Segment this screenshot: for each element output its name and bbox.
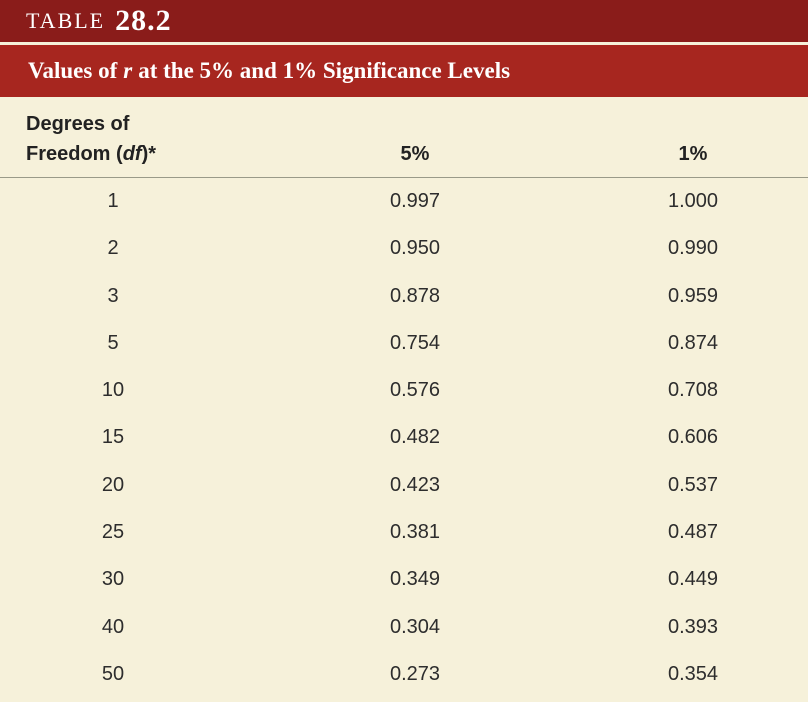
table-row: 25 0.381 0.487 bbox=[0, 509, 808, 556]
table-row: 40 0.304 0.393 bbox=[0, 604, 808, 651]
table-cell: 0.273 bbox=[389, 662, 441, 685]
table-cell: 25 bbox=[101, 521, 125, 544]
table-label-bar: TABLE 28.2 bbox=[0, 0, 808, 42]
table-row: 30 0.349 0.449 bbox=[0, 556, 808, 603]
table-cell: 0.959 bbox=[667, 284, 719, 307]
table-cell: 0.997 bbox=[389, 190, 441, 212]
table-cell: 3 bbox=[107, 284, 119, 307]
table-row: 10 0.576 0.708 bbox=[0, 367, 808, 414]
column-header: Degrees of bbox=[26, 113, 130, 135]
table-cell: 0.423 bbox=[389, 473, 441, 496]
table-cell: 0.950 bbox=[389, 237, 441, 260]
subtitle-symbol: r bbox=[123, 58, 133, 83]
table-cell: 2 bbox=[107, 237, 119, 260]
subtitle-bar: Values of r at the 5% and 1% Significanc… bbox=[0, 45, 808, 97]
table-row: 2 0.950 0.990 bbox=[0, 225, 808, 272]
table-cell: 40 bbox=[101, 615, 125, 638]
table-row: 5 0.754 0.874 bbox=[0, 320, 808, 367]
column-header: )* bbox=[141, 143, 157, 165]
table-label: TABLE bbox=[26, 8, 106, 33]
table-row: 1 0.997 1.000 bbox=[0, 178, 808, 225]
table-cell: 0.393 bbox=[667, 615, 719, 638]
table-cell: 15 bbox=[101, 426, 125, 449]
table-cell: 1.000 bbox=[667, 190, 719, 212]
table-cell: 50 bbox=[101, 662, 125, 685]
table-cell: 0.537 bbox=[667, 473, 719, 496]
table-row: 15 0.482 0.606 bbox=[0, 414, 808, 461]
subtitle: at the 5% and 1% Significance Levels bbox=[138, 58, 511, 83]
column-header: Freedom (df)* bbox=[26, 143, 156, 166]
subtitle: Values of bbox=[28, 58, 118, 83]
table-cell: 0.606 bbox=[667, 426, 719, 449]
table-cell: 1 bbox=[107, 190, 119, 212]
table-cell: 5 bbox=[107, 331, 119, 354]
table-cell: 0.304 bbox=[389, 615, 441, 638]
table-cell: 0.487 bbox=[667, 521, 719, 544]
table-cell: 0.878 bbox=[389, 284, 441, 307]
table-cell: 10 bbox=[101, 379, 125, 402]
table-header: Degrees of Freedom (df)* 5% 1% bbox=[0, 97, 808, 178]
table-cell: 0.381 bbox=[389, 521, 441, 544]
column-header: df bbox=[122, 143, 142, 165]
table-cell: 0.754 bbox=[389, 331, 441, 354]
table-row: 20 0.423 0.537 bbox=[0, 462, 808, 509]
table-row: 3 0.878 0.959 bbox=[0, 273, 808, 320]
column-header: Freedom ( bbox=[26, 143, 123, 165]
table-cell: 0.449 bbox=[667, 568, 719, 591]
table-cell: 30 bbox=[101, 568, 125, 591]
table-number: 28.2 bbox=[115, 4, 172, 37]
table-cell: 0.349 bbox=[389, 568, 441, 591]
table-cell: 0.990 bbox=[667, 237, 719, 260]
table-cell: 0.576 bbox=[389, 379, 441, 402]
table-cell: 0.874 bbox=[667, 331, 719, 354]
column-header: 5% bbox=[400, 143, 430, 165]
table-row: 50 0.273 0.354 bbox=[0, 651, 808, 698]
table-cell: 0.482 bbox=[389, 426, 441, 449]
table-cell: 20 bbox=[101, 473, 125, 496]
table-body: 1 0.997 1.000 2 0.950 0.990 3 0.878 0.959 5 0.754 0… bbox=[0, 178, 808, 698]
table-cell: 0.708 bbox=[667, 379, 719, 402]
column-header: 1% bbox=[678, 143, 708, 165]
table-cell: 0.354 bbox=[667, 662, 719, 685]
